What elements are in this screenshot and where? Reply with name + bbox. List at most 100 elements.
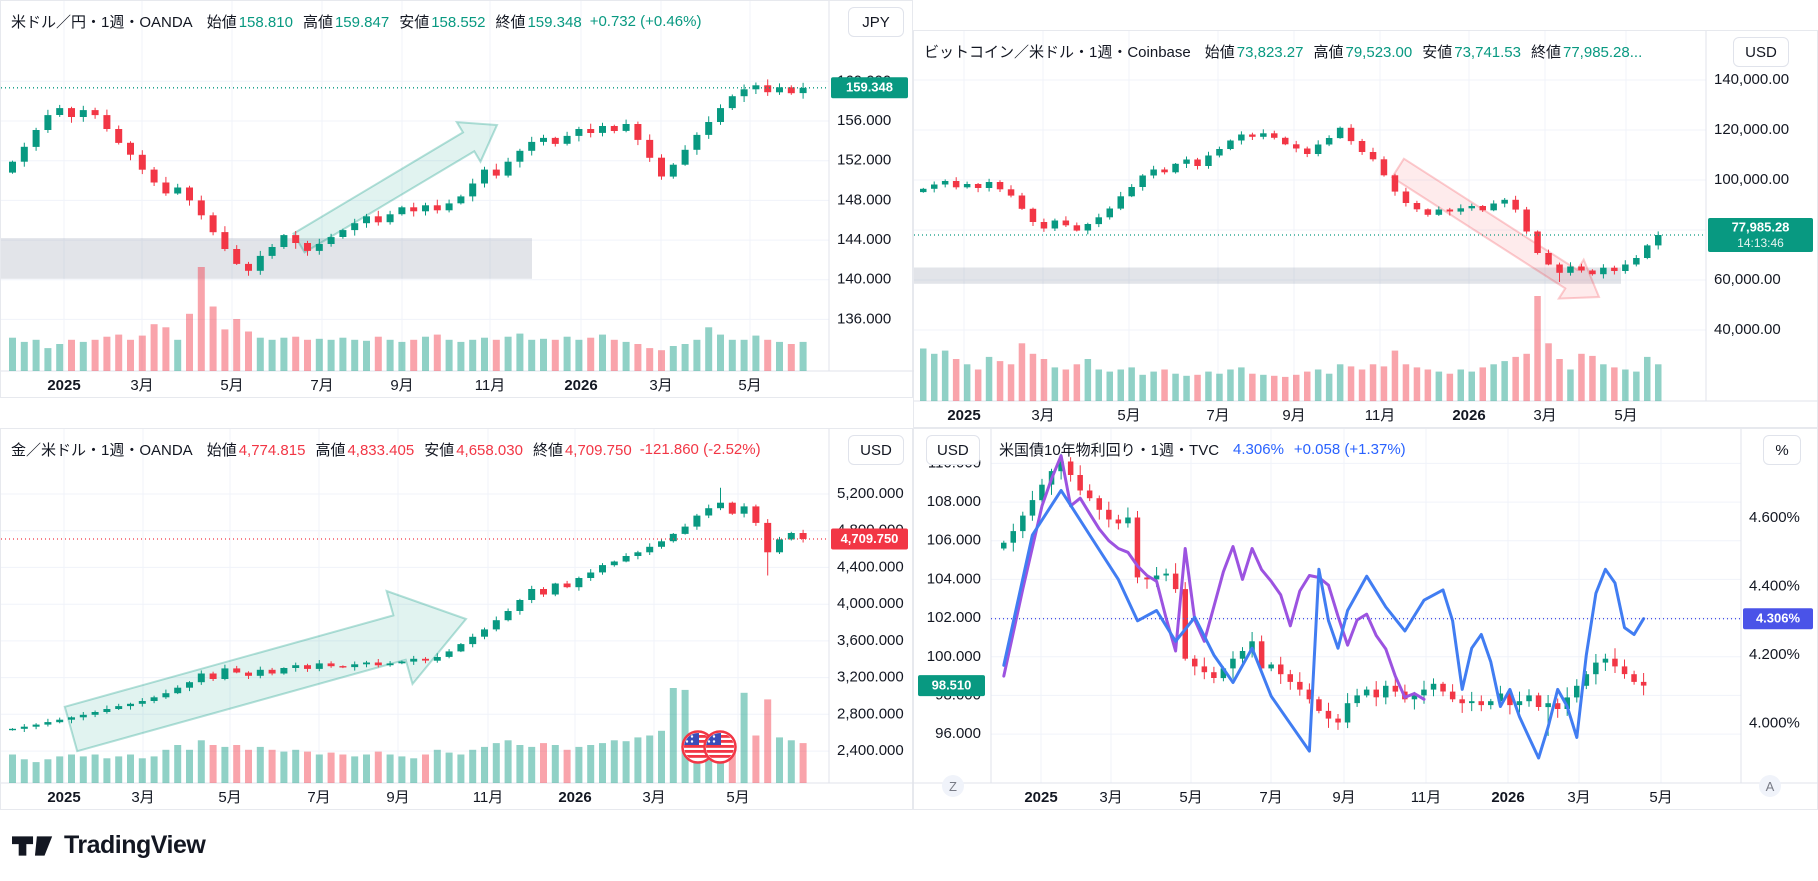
svg-text:5月: 5月 [1179,789,1202,806]
svg-text:5月: 5月 [738,377,761,394]
overlay-purple[interactable] [1002,454,1426,701]
svg-text:5月: 5月 [1614,407,1637,424]
us10y-yield-blue[interactable] [1002,488,1646,760]
svg-text:156.000: 156.000 [837,112,891,129]
svg-text:4.200%: 4.200% [1749,646,1800,663]
svg-text:140.000: 140.000 [837,271,891,288]
left-scale-currency-button[interactable]: USD [926,435,980,465]
symbol-title[interactable]: 金／米ドル・1週・OANDA [11,442,193,459]
svg-text:5月: 5月 [220,377,243,394]
svg-text:2,400.000: 2,400.000 [837,742,904,759]
svg-text:136.000: 136.000 [837,310,891,327]
svg-text:2026: 2026 [1491,789,1524,806]
svg-text:100,000.00: 100,000.00 [1714,171,1789,188]
candlesticks [920,124,1662,282]
svg-text:3月: 3月 [642,789,665,806]
candlesticks [9,79,807,276]
svg-text:40,000.00: 40,000.00 [1714,321,1781,338]
change-value: +0.732 (+0.46%) [589,13,702,30]
currency-button-usd[interactable]: USD [1733,37,1789,67]
percent-scale-button[interactable]: % [1763,435,1801,465]
svg-text:140,000.00: 140,000.00 [1714,71,1789,88]
svg-text:5月: 5月 [1117,407,1140,424]
chart-panel-gold[interactable]: 2,400.000 2,800.000 3,200.000 3,600.000 4,00… [0,428,914,810]
svg-text:3月: 3月 [1031,407,1054,424]
svg-text:9月: 9月 [1282,407,1305,424]
current-price-label [1708,218,1813,252]
current-price-label [1743,608,1813,630]
volume-bars [9,267,807,371]
svg-text:120,000.00: 120,000.00 [1714,121,1789,138]
svg-text:3月: 3月 [649,377,672,394]
yield-value: 4.306% [1233,441,1284,458]
high-value: 高値 79,523.00 [1313,44,1413,61]
symbol-title[interactable]: ビットコイン／米ドル・1週・Coinbase [924,44,1191,61]
symbol-title[interactable]: 米ドル／円・1週・OANDA [11,14,193,31]
volume-bars [920,296,1662,402]
tradingview-logo-icon [12,835,53,856]
open-value: 始値 158.810 [206,14,293,31]
svg-text:77,985.28: 77,985.28 [1732,219,1790,234]
svg-text:96.000: 96.000 [935,725,981,742]
legend-gold: 金／米ドル・1週・OANDA 始値 4,774.815 高値 4,833.405 安… [11,439,761,460]
up-trend-arrow[interactable] [292,120,499,254]
svg-text:2025: 2025 [947,407,980,424]
svg-text:3月: 3月 [1567,789,1590,806]
close-value: 終値 159.348 [495,14,582,31]
svg-text:60,000.00: 60,000.00 [1714,271,1781,288]
svg-text:4,000.000: 4,000.000 [837,595,904,612]
time-scale[interactable]: 2025 3月 5月 7月 9月 11月 2026 3月 5月 [47,789,749,806]
low-value: 安値 158.552 [399,14,486,31]
current-price-label [831,528,908,550]
svg-text:7月: 7月 [1259,789,1282,806]
footer: TradingView [0,810,1818,881]
svg-text:11月: 11月 [1411,789,1442,806]
time-scale[interactable]: 2025 3月 5月 7月 9月 11月 2026 3月 5月 [1024,789,1672,806]
open-value: 始値 73,823.27 [1204,44,1304,61]
currency-button-usd[interactable]: USD [848,435,904,465]
up-trend-arrow[interactable] [63,589,468,753]
highlight-band[interactable] [1,238,532,279]
close-value: 終値 4,709.750 [532,442,632,459]
svg-text:3,200.000: 3,200.000 [837,669,904,686]
price-scale[interactable]: 40,000.0060,000.0080,000.00100,000.00120… [1714,71,1789,338]
symbol-title[interactable]: 米国債10年物利回り・1週・TVC [999,442,1220,459]
us-flag-icon[interactable] [703,730,737,764]
svg-text:9月: 9月 [386,789,409,806]
svg-text:7月: 7月 [310,377,333,394]
grid [914,31,1706,401]
svg-text:11月: 11月 [473,789,504,806]
svg-text:14:13:46: 14:13:46 [1737,236,1784,250]
price-scale[interactable]: 2,400.000 2,800.000 3,200.000 3,600.000 4,00… [837,485,904,759]
chart-panel-us10y[interactable]: 96.00098.000100.000102.000104.000106.000… [913,428,1818,810]
svg-text:100.000: 100.000 [927,648,981,665]
chart-panel-usdjpy[interactable]: 136.000 140.000 144.000 148.000 152.000 156.0… [0,0,914,398]
svg-text:102.000: 102.000 [927,609,981,626]
svg-text:4.000%: 4.000% [1749,715,1800,732]
currency-button-jpy[interactable]: JPY [848,7,904,37]
svg-text:7月: 7月 [1206,407,1229,424]
svg-text:98.510: 98.510 [932,678,972,693]
svg-text:5,200.000: 5,200.000 [837,485,904,502]
svg-text:5月: 5月 [218,789,241,806]
chart-panel-btcusd[interactable]: 40,000.0060,000.0080,000.00100,000.00120… [913,30,1818,428]
svg-text:144.000: 144.000 [837,231,891,248]
time-scale[interactable]: 2025 3月 5月 7月 9月 11月 2026 3月 5月 [947,407,1637,424]
svg-text:9月: 9月 [390,377,413,394]
legend-usdjpy: 米ドル／円・1週・OANDA 始値 158.810 高値 159.847 安値 158… [11,11,701,32]
svg-text:2026: 2026 [1452,407,1485,424]
price-scale[interactable]: 136.000 140.000 144.000 148.000 152.000 156.0… [837,72,891,327]
svg-text:2026: 2026 [564,377,597,394]
low-value: 安値 73,741.53 [1422,44,1521,61]
auto-scale-button[interactable]: A [1759,775,1781,797]
svg-text:2,800.000: 2,800.000 [837,705,904,722]
svg-text:152.000: 152.000 [837,152,891,169]
timezone-button[interactable]: Z [942,775,964,797]
time-scale[interactable]: 2025 3月 5月 7月 9月 11月 2026 3月 5月 [47,377,761,394]
chart-canvas-0: 136.000 140.000 144.000 148.000 152.000 156.0… [1,1,914,394]
svg-text:3月: 3月 [1099,789,1122,806]
svg-text:3,600.000: 3,600.000 [837,632,904,649]
highlight-band[interactable] [914,267,1621,284]
svg-text:2025: 2025 [47,377,80,394]
